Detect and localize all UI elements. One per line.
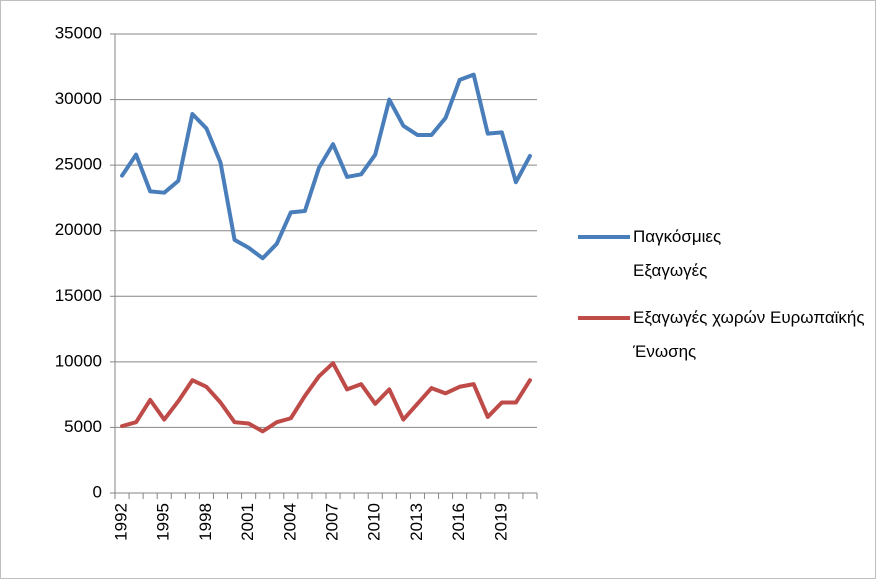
series-line [120,361,532,434]
x-tick-label: 1998 [196,503,215,541]
legend-label: Παγκόσμιες Εξαγωγές [633,227,722,280]
y-tick-label: 30000 [55,89,102,108]
series-line [120,72,532,261]
y-tick-label: 25000 [55,155,102,174]
x-tick-label: 2010 [365,503,384,541]
y-tick-label: 5000 [64,417,102,436]
x-tick-label: 1995 [154,503,173,541]
x-tick-label: 2007 [323,503,342,541]
legend-label: Εξαγωγές χωρών Ευρωπαϊκής Ένωσης [633,308,865,361]
x-tick-label: 2013 [407,503,426,541]
x-tick-label: 2004 [280,503,299,541]
x-tick-label: 1992 [112,503,131,541]
x-tick-label: 2019 [491,503,510,541]
y-tick-label: 15000 [55,286,102,305]
x-tick-label: 2001 [238,503,257,541]
y-tick-label: 20000 [55,220,102,239]
y-tick-label: 0 [93,482,102,501]
y-tick-label: 10000 [55,351,102,370]
y-tick-label: 35000 [55,23,102,42]
x-tick-label: 2016 [449,503,468,541]
